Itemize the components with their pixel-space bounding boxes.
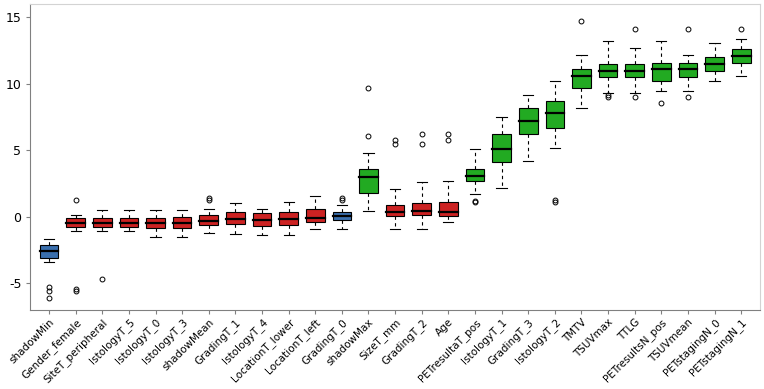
Bar (413, 203, 431, 216)
Bar (652, 63, 671, 81)
Bar (572, 69, 591, 88)
Bar (199, 215, 218, 225)
Bar (359, 169, 378, 193)
Bar (492, 134, 511, 162)
Bar (280, 212, 298, 225)
Bar (545, 101, 564, 128)
Bar (386, 205, 404, 216)
Bar (146, 218, 165, 228)
Bar (439, 202, 458, 216)
Bar (40, 245, 58, 258)
Bar (599, 64, 617, 77)
Bar (306, 209, 325, 222)
Bar (120, 218, 138, 227)
Bar (253, 214, 271, 226)
Bar (93, 218, 112, 227)
Bar (678, 63, 698, 77)
Bar (173, 217, 192, 228)
Bar (705, 57, 724, 71)
Bar (626, 64, 644, 77)
Bar (466, 169, 484, 181)
Bar (66, 218, 85, 227)
Bar (332, 212, 351, 220)
Bar (226, 212, 244, 224)
Bar (519, 108, 538, 134)
Bar (732, 49, 750, 63)
